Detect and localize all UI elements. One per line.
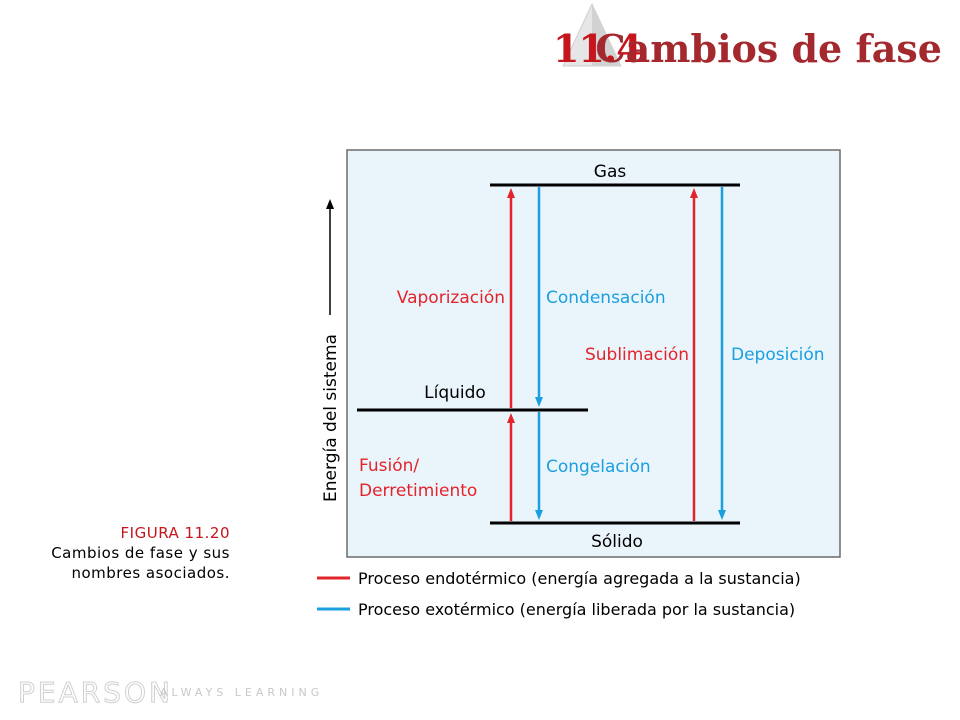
deposition-label: Deposición bbox=[731, 345, 825, 365]
figure-number: FIGURA 11.20 bbox=[120, 524, 230, 542]
freezing-label: Congelación bbox=[546, 457, 651, 477]
gas-label: Gas bbox=[594, 162, 627, 182]
phase-change-diagram: Energía del sistema Gas Líquido Sólido V… bbox=[317, 149, 841, 619]
figure-caption: FIGURA 11.20 Cambios de fase y sus nombr… bbox=[30, 523, 230, 583]
liquid-label: Líquido bbox=[424, 383, 486, 403]
legend-exothermic-label: Proceso exotérmico (energía liberada por… bbox=[358, 600, 795, 619]
condensation-label: Condensación bbox=[546, 288, 666, 308]
page-title: Cambios de fase bbox=[595, 26, 942, 71]
solid-label: Sólido bbox=[591, 532, 643, 552]
footer-tagline: ALWAYS LEARNING bbox=[160, 686, 324, 699]
legend-endothermic-label: Proceso endotérmico (energía agregada a … bbox=[358, 569, 801, 588]
figure-caption-text: Cambios de fase y sus nombres asociados. bbox=[51, 544, 230, 582]
pearson-logo: PEARSON bbox=[18, 676, 173, 710]
sublimation-label: Sublimación bbox=[585, 345, 689, 365]
energy-axis-label: Energía del sistema bbox=[321, 334, 341, 502]
diagram-panel bbox=[346, 149, 841, 558]
fusion-label: Fusión/ bbox=[359, 456, 419, 476]
fusion-label-line2: Derretimiento bbox=[359, 481, 477, 501]
section-pyramid-icon bbox=[562, 2, 622, 67]
vaporization-label: Vaporización bbox=[397, 288, 505, 308]
section-number: 11.4 bbox=[553, 26, 643, 71]
